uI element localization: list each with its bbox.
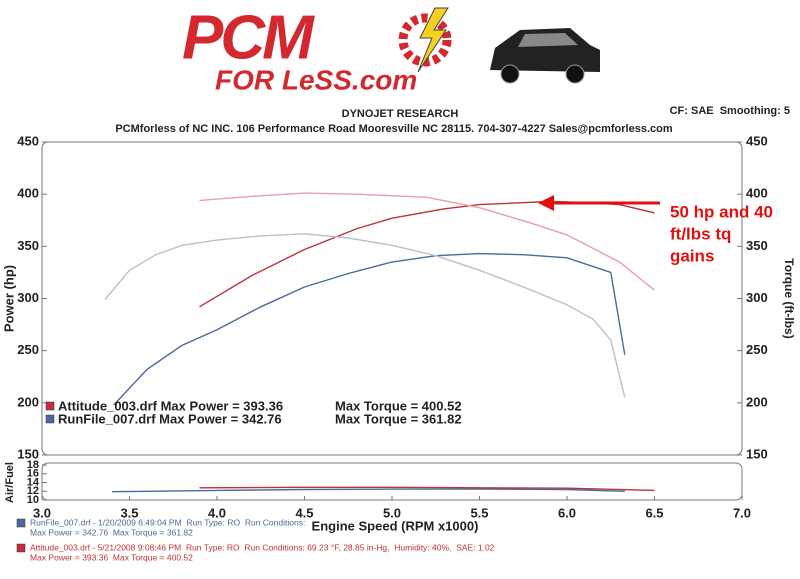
y2-tick-label: 150 xyxy=(746,446,768,461)
legend-text: Attitude_003.drf Max Power = 393.36 xyxy=(58,398,283,413)
y-tick-label: 10 xyxy=(27,494,39,506)
annotation-arrowhead xyxy=(538,195,554,211)
footer-line: Max Power = 393.36 Max Torque = 400.52 xyxy=(30,552,193,562)
y-tick-label: 450 xyxy=(17,133,39,148)
y-tick-label: 200 xyxy=(17,394,39,409)
y2-tick-label: 400 xyxy=(746,186,768,201)
series-line xyxy=(199,192,655,291)
address: PCMforless of NC INC. 106 Performance Ro… xyxy=(115,123,673,135)
y2-tick-label: 300 xyxy=(746,290,768,305)
x-tick-label: 3.0 xyxy=(33,505,51,520)
footer-line: Max Power = 342.76 Max Torque = 361.82 xyxy=(30,527,193,537)
footer-swatch xyxy=(16,543,26,553)
series-line xyxy=(104,233,626,398)
y2-axis-label: Torque (ft-lbs) xyxy=(782,258,796,338)
logo-top: PCM xyxy=(182,3,315,72)
x-tick-label: 5.5 xyxy=(470,505,488,520)
legend-text: RunFile_007.drf Max Power = 342.76 xyxy=(58,411,282,426)
x-tick-label: 6.0 xyxy=(558,505,576,520)
footer-line: RunFile_007.drf - 1/20/2009 6:49:04 PM R… xyxy=(30,517,305,527)
truck-image xyxy=(490,28,600,84)
footer-swatch xyxy=(16,518,26,528)
annotation-text: gains xyxy=(670,246,714,265)
series-line xyxy=(113,252,626,406)
y-tick-label: 400 xyxy=(17,186,39,201)
y2-tick-label: 250 xyxy=(746,342,768,357)
y-tick-label: 14 xyxy=(27,476,40,488)
x-tick-label: 7.0 xyxy=(733,505,751,520)
y-axis-label: Power (hp) xyxy=(1,265,16,332)
annotation-text: ft/lbs tq xyxy=(670,224,731,243)
annotation-text: 50 hp and 40 xyxy=(670,202,773,221)
y2-tick-label: 450 xyxy=(746,133,768,148)
y-tick-label: 150 xyxy=(17,446,39,461)
x-tick-label: 3.5 xyxy=(120,505,138,520)
brand: DYNOJET RESEARCH xyxy=(342,108,459,120)
series-line xyxy=(111,488,625,493)
y-tick-label: 12 xyxy=(27,485,39,497)
y-tick-label: 18 xyxy=(27,459,39,471)
af-frame xyxy=(41,462,743,501)
gear-icon xyxy=(398,7,452,73)
y-tick-label: 350 xyxy=(17,238,39,253)
legend-swatch xyxy=(45,414,55,424)
legend-torque: Max Torque = 400.52 xyxy=(335,398,462,413)
x-tick-label: 4.5 xyxy=(295,505,313,520)
y-axis-label: Air/Fuel xyxy=(4,462,16,503)
y-tick-label: 16 xyxy=(27,468,39,480)
y2-tick-label: 350 xyxy=(746,238,768,253)
series-line xyxy=(199,486,655,492)
y-tick-label: 300 xyxy=(17,290,39,305)
legend-torque: Max Torque = 361.82 xyxy=(335,411,462,426)
legend-swatch xyxy=(45,401,55,411)
logo-bottom: FOR LeSS.com xyxy=(215,64,417,95)
x-tick-label: 4.0 xyxy=(208,505,226,520)
x-tick-label: 5.0 xyxy=(383,505,401,520)
y2-tick-label: 200 xyxy=(746,394,768,409)
footer-line: Attitude_003.drf - 5/21/2008 9:08:46 PM … xyxy=(30,542,495,552)
settings: CF: SAE Smoothing: 5 xyxy=(670,105,790,117)
x-axis-label: Engine Speed (RPM x1000) xyxy=(312,518,479,533)
y-tick-label: 250 xyxy=(17,342,39,357)
x-tick-label: 6.5 xyxy=(645,505,663,520)
